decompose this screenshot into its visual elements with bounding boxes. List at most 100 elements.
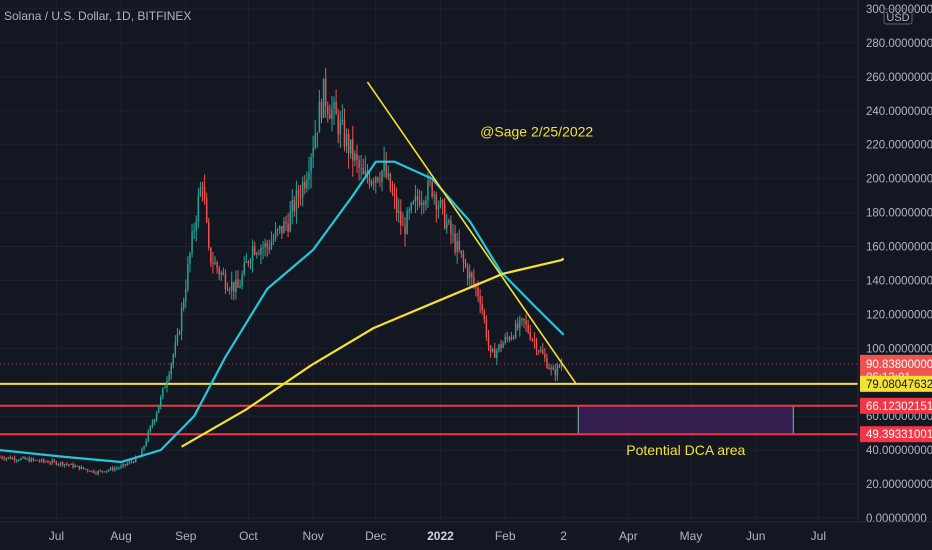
currency-label: USD — [886, 12, 909, 24]
candle-body — [435, 194, 438, 210]
candle-body — [235, 279, 237, 292]
candle-body — [11, 457, 14, 460]
candle-body — [316, 132, 319, 135]
candle-body — [439, 200, 442, 207]
candle-body — [441, 200, 444, 204]
candle-body — [7, 457, 10, 459]
candle-body — [345, 134, 348, 147]
candle-body — [308, 172, 310, 180]
candle-body — [431, 182, 433, 197]
candle-body — [301, 181, 304, 198]
candle-body — [264, 243, 266, 248]
candle-body — [36, 459, 39, 461]
candle-body — [496, 350, 498, 358]
candle-body — [168, 374, 170, 381]
candle-body — [299, 196, 302, 198]
candle-body — [208, 222, 210, 248]
candle-body — [324, 78, 327, 107]
candle-body — [153, 419, 156, 423]
candle-body — [412, 201, 415, 204]
candle-body — [262, 247, 264, 249]
candle-body — [385, 161, 387, 177]
candle-body — [151, 422, 154, 426]
level-price-badge — [860, 375, 932, 392]
candle-body — [312, 148, 314, 158]
candle-body — [178, 331, 181, 335]
candle-body — [272, 238, 275, 243]
y-tick-label: 180.00000000 — [866, 208, 932, 220]
candle-body — [508, 337, 511, 340]
candle-body — [335, 102, 337, 115]
candle-body — [86, 469, 89, 471]
level-price-badge — [860, 397, 932, 414]
candle-body — [510, 336, 513, 340]
candle-body — [203, 187, 206, 199]
candle-body — [256, 253, 258, 255]
candle-body — [356, 153, 358, 160]
candle-body — [443, 203, 446, 229]
candle-body — [105, 470, 108, 472]
candle-body — [352, 139, 354, 161]
candle-body — [341, 120, 344, 122]
candle-body — [74, 465, 76, 468]
candle-body — [84, 468, 87, 470]
candle-body — [205, 198, 208, 223]
candle-body — [322, 78, 325, 118]
candle-body — [28, 458, 30, 462]
candle-body — [420, 202, 423, 206]
candle-body — [514, 323, 517, 338]
candle-body — [132, 461, 135, 463]
candle-body — [487, 337, 490, 346]
candle-body — [410, 203, 412, 211]
price-axis-background — [858, 0, 932, 550]
candle-body — [391, 190, 394, 194]
candle-body — [24, 457, 26, 460]
level-price-label: 79.08047632 — [866, 379, 932, 391]
candle-body — [360, 167, 362, 169]
candle-body — [166, 380, 168, 388]
candle-body — [481, 303, 483, 311]
candle-body — [485, 319, 488, 338]
candle-body — [383, 161, 385, 171]
candle-body — [400, 210, 402, 226]
candle-body — [128, 461, 131, 464]
candle-body — [450, 220, 452, 235]
candle-body — [331, 108, 333, 119]
candle-body — [433, 194, 435, 197]
candle-body — [199, 187, 202, 196]
candle-body — [414, 196, 417, 202]
candle-body — [147, 431, 149, 442]
candle-body — [134, 457, 137, 463]
y-tick-label: 40.00000000 — [866, 445, 932, 457]
candle-body — [368, 177, 371, 185]
candle-body — [191, 231, 193, 254]
candle-body — [525, 320, 527, 325]
candle-body — [306, 179, 308, 189]
candle-body — [172, 354, 175, 364]
candle-body — [404, 225, 406, 234]
candle-body — [30, 458, 33, 462]
candles — [0, 67, 563, 476]
level-price-badge — [860, 426, 932, 443]
candle-body — [448, 220, 450, 223]
candle-body — [266, 243, 268, 248]
candle-body — [1, 456, 3, 459]
candle-body — [174, 342, 177, 355]
candle-body — [55, 461, 58, 465]
candle-body — [397, 210, 400, 213]
candle-body — [425, 200, 427, 205]
x-tick-label: May — [680, 529, 703, 543]
candle-body — [291, 200, 293, 212]
x-tick-label: Feb — [495, 529, 516, 543]
candle-body — [43, 459, 45, 462]
candle-body — [274, 230, 277, 239]
candle-body — [247, 261, 250, 264]
candle-body — [406, 210, 408, 234]
candle-body — [362, 167, 364, 175]
candle-body — [182, 300, 185, 309]
y-tick-label: 100.00000000 — [866, 343, 932, 355]
candle-body — [49, 462, 51, 464]
y-tick-label: 240.00000000 — [866, 106, 932, 118]
